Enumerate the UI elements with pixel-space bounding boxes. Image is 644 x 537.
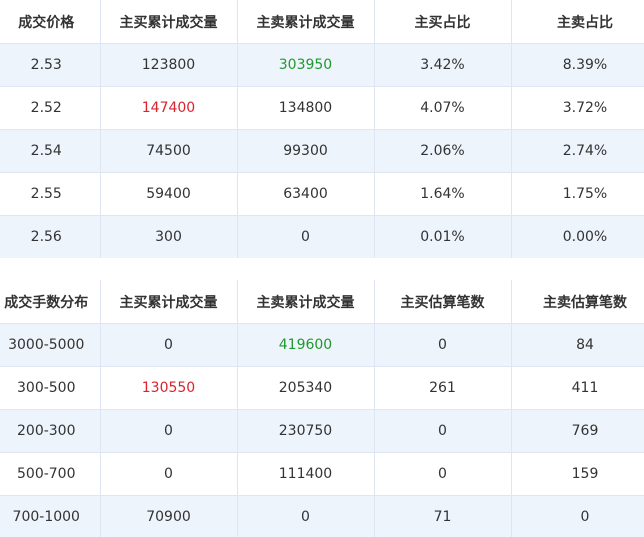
buy-ratio-cell: 1.64%: [374, 172, 512, 216]
price-volume-table: 成交价格 主买累计成交量 主卖累计成交量 主买占比 主卖占比 2.53 1238…: [0, 0, 644, 259]
table-row: 500-700 0 111400 0 159: [0, 452, 644, 496]
buy-count-cell: 0: [374, 452, 512, 496]
price-cell: 2.56: [0, 215, 101, 259]
buy-volume-cell: 70900: [100, 495, 238, 537]
lot-size-table: 成交手数分布 主买累计成交量 主卖累计成交量 主买估算笔数 主卖估算笔数 300…: [0, 280, 644, 537]
buy-count-cell: 261: [374, 366, 512, 410]
header-active-buy-ratio: 主买占比: [374, 0, 512, 44]
sell-ratio-cell: 8.39%: [511, 43, 644, 87]
sell-ratio-cell: 1.75%: [511, 172, 644, 216]
table-row: 700-1000 70900 0 71 0: [0, 495, 644, 537]
table-row: 2.52 147400 134800 4.07% 3.72%: [0, 86, 644, 130]
buy-count-cell: 0: [374, 323, 512, 367]
sell-ratio-cell: 0.00%: [511, 215, 644, 259]
sell-count-cell: 769: [511, 409, 644, 453]
table-row: 2.56 300 0 0.01% 0.00%: [0, 215, 644, 259]
buy-count-cell: 0: [374, 409, 512, 453]
buy-volume-cell: 300: [100, 215, 238, 259]
header-active-sell-volume: 主卖累计成交量: [237, 0, 375, 44]
sell-volume-cell: 230750: [237, 409, 375, 453]
sell-count-cell: 84: [511, 323, 644, 367]
lot-range-cell: 700-1000: [0, 495, 101, 537]
price-cell: 2.54: [0, 129, 101, 173]
price-cell: 2.55: [0, 172, 101, 216]
header-active-sell-count: 主卖估算笔数: [511, 280, 644, 324]
header-active-buy-count: 主买估算笔数: [374, 280, 512, 324]
buy-volume-cell: 0: [100, 409, 238, 453]
sell-count-cell: 411: [511, 366, 644, 410]
header-active-buy-volume: 主买累计成交量: [100, 280, 238, 324]
sell-ratio-cell: 3.72%: [511, 86, 644, 130]
buy-ratio-cell: 3.42%: [374, 43, 512, 87]
header-lot-size-range: 成交手数分布: [0, 280, 101, 324]
buy-volume-cell: 123800: [100, 43, 238, 87]
lot-range-cell: 200-300: [0, 409, 101, 453]
buy-volume-cell: 130550: [100, 366, 238, 410]
sell-count-cell: 0: [511, 495, 644, 537]
sell-ratio-cell: 2.74%: [511, 129, 644, 173]
table-row: 2.53 123800 303950 3.42% 8.39%: [0, 43, 644, 87]
buy-ratio-cell: 4.07%: [374, 86, 512, 130]
price-cell: 2.52: [0, 86, 101, 130]
lot-range-cell: 300-500: [0, 366, 101, 410]
buy-volume-cell: 59400: [100, 172, 238, 216]
buy-count-cell: 71: [374, 495, 512, 537]
buy-volume-cell: 74500: [100, 129, 238, 173]
sell-volume-cell: 0: [237, 215, 375, 259]
price-cell: 2.53: [0, 43, 101, 87]
table-header-row: 成交价格 主买累计成交量 主卖累计成交量 主买占比 主卖占比: [0, 0, 644, 44]
buy-ratio-cell: 0.01%: [374, 215, 512, 259]
sell-volume-cell: 0: [237, 495, 375, 537]
table-row: 2.54 74500 99300 2.06% 2.74%: [0, 129, 644, 173]
header-trade-price: 成交价格: [0, 0, 101, 44]
table-row: 300-500 130550 205340 261 411: [0, 366, 644, 410]
buy-volume-cell: 147400: [100, 86, 238, 130]
sell-volume-cell: 205340: [237, 366, 375, 410]
sell-count-cell: 159: [511, 452, 644, 496]
sell-volume-cell: 111400: [237, 452, 375, 496]
sell-volume-cell: 134800: [237, 86, 375, 130]
table-row: 3000-5000 0 419600 0 84: [0, 323, 644, 367]
sell-volume-cell: 63400: [237, 172, 375, 216]
buy-volume-cell: 0: [100, 452, 238, 496]
table-spacer: [0, 258, 644, 280]
header-active-sell-volume: 主卖累计成交量: [237, 280, 375, 324]
sell-volume-cell: 303950: [237, 43, 375, 87]
sell-volume-cell: 99300: [237, 129, 375, 173]
buy-ratio-cell: 2.06%: [374, 129, 512, 173]
buy-volume-cell: 0: [100, 323, 238, 367]
table-row: 2.55 59400 63400 1.64% 1.75%: [0, 172, 644, 216]
header-active-buy-volume: 主买累计成交量: [100, 0, 238, 44]
table-row: 200-300 0 230750 0 769: [0, 409, 644, 453]
header-active-sell-ratio: 主卖占比: [511, 0, 644, 44]
lot-range-cell: 3000-5000: [0, 323, 101, 367]
lot-range-cell: 500-700: [0, 452, 101, 496]
sell-volume-cell: 419600: [237, 323, 375, 367]
table-header-row: 成交手数分布 主买累计成交量 主卖累计成交量 主买估算笔数 主卖估算笔数: [0, 280, 644, 324]
